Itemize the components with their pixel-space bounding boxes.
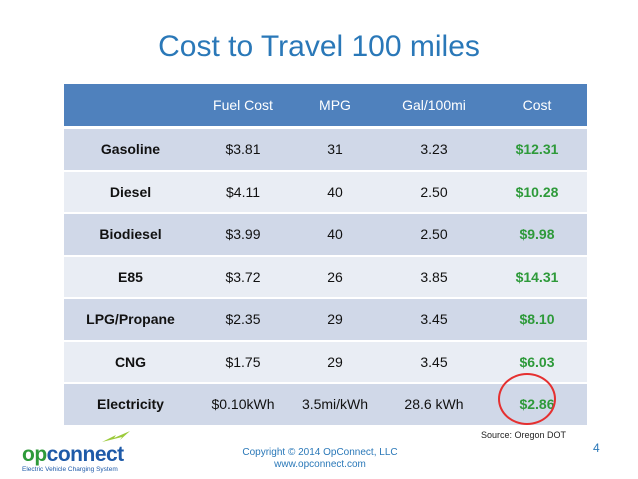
gal-cell: 2.50 [381, 213, 487, 257]
mpg-cell: 29 [289, 340, 381, 384]
slide-title: Cost to Travel 100 miles [158, 30, 480, 63]
fuel-name: E85 [64, 255, 197, 299]
fuel-cost-cell: $0.10kWh [197, 383, 289, 427]
mpg-cell: 3.5mi/kWh [289, 383, 381, 427]
table-row: Diesel $4.11 40 2.50 $10.28 [64, 170, 587, 214]
gal-cell: 3.45 [381, 298, 487, 342]
fuel-name: Biodiesel [64, 213, 197, 257]
cost-cell: $9.98 [487, 213, 587, 257]
fuel-name: Electricity [64, 383, 197, 427]
cost-cell: $10.28 [487, 170, 587, 214]
fuel-cost-cell: $2.35 [197, 298, 289, 342]
logo-wordmark: opconnect [22, 443, 124, 467]
fuel-cost-cell: $4.11 [197, 170, 289, 214]
fuel-cost-cell: $3.72 [197, 255, 289, 299]
mpg-cell: 26 [289, 255, 381, 299]
gal-cell: 3.23 [381, 127, 487, 172]
fuel-name: LPG/Propane [64, 298, 197, 342]
header-cost: Cost [487, 84, 587, 129]
fuel-cost-cell: $1.75 [197, 340, 289, 384]
fuel-cost-cell: $3.81 [197, 127, 289, 172]
table-row: Gasoline $3.81 31 3.23 $12.31 [64, 127, 587, 172]
header-fuel-cost: Fuel Cost [197, 84, 289, 129]
gal-cell: 2.50 [381, 170, 487, 214]
website-text: www.opconnect.com [274, 459, 366, 470]
fuel-cost-cell: $3.99 [197, 213, 289, 257]
gal-cell: 28.6 kWh [381, 383, 487, 427]
logo-word-op: op [22, 443, 47, 466]
copyright-text: Copyright © 2014 OpConnect, LLC [242, 447, 398, 458]
fuel-name: Diesel [64, 170, 197, 214]
page-number: 4 [593, 441, 600, 455]
source-note: Source: Oregon DOT [481, 430, 567, 440]
mpg-cell: 40 [289, 170, 381, 214]
logo-word-connect: connect [46, 443, 125, 466]
table-row: Biodiesel $3.99 40 2.50 $9.98 [64, 213, 587, 257]
header-mpg: MPG [289, 84, 381, 129]
fuel-name: CNG [64, 340, 197, 384]
mpg-cell: 29 [289, 298, 381, 342]
mpg-cell: 40 [289, 213, 381, 257]
gal-cell: 3.85 [381, 255, 487, 299]
table-row: LPG/Propane $2.35 29 3.45 $8.10 [64, 298, 587, 342]
table-header-row: Fuel Cost MPG Gal/100mi Cost [64, 84, 587, 129]
lightning-bolt-icon [102, 431, 130, 442]
opconnect-logo: opconnect Electric Vehicle Charging Syst… [22, 428, 172, 473]
cost-cell: $12.31 [487, 127, 587, 172]
cost-cell: $14.31 [487, 255, 587, 299]
logo-tagline: Electric Vehicle Charging System [22, 466, 118, 473]
mpg-cell: 31 [289, 127, 381, 172]
highlight-circle [498, 373, 556, 425]
header-gal-100mi: Gal/100mi [381, 84, 487, 129]
cost-cell: $8.10 [487, 298, 587, 342]
copyright-block: Copyright © 2014 OpConnect, LLC www.opco… [200, 447, 440, 471]
table-row: CNG $1.75 29 3.45 $6.03 [64, 340, 587, 384]
header-empty [64, 84, 197, 129]
gal-cell: 3.45 [381, 340, 487, 384]
fuel-cost-table: Fuel Cost MPG Gal/100mi Cost Gasoline $3… [64, 84, 587, 427]
table-row: E85 $3.72 26 3.85 $14.31 [64, 255, 587, 299]
fuel-name: Gasoline [64, 127, 197, 172]
